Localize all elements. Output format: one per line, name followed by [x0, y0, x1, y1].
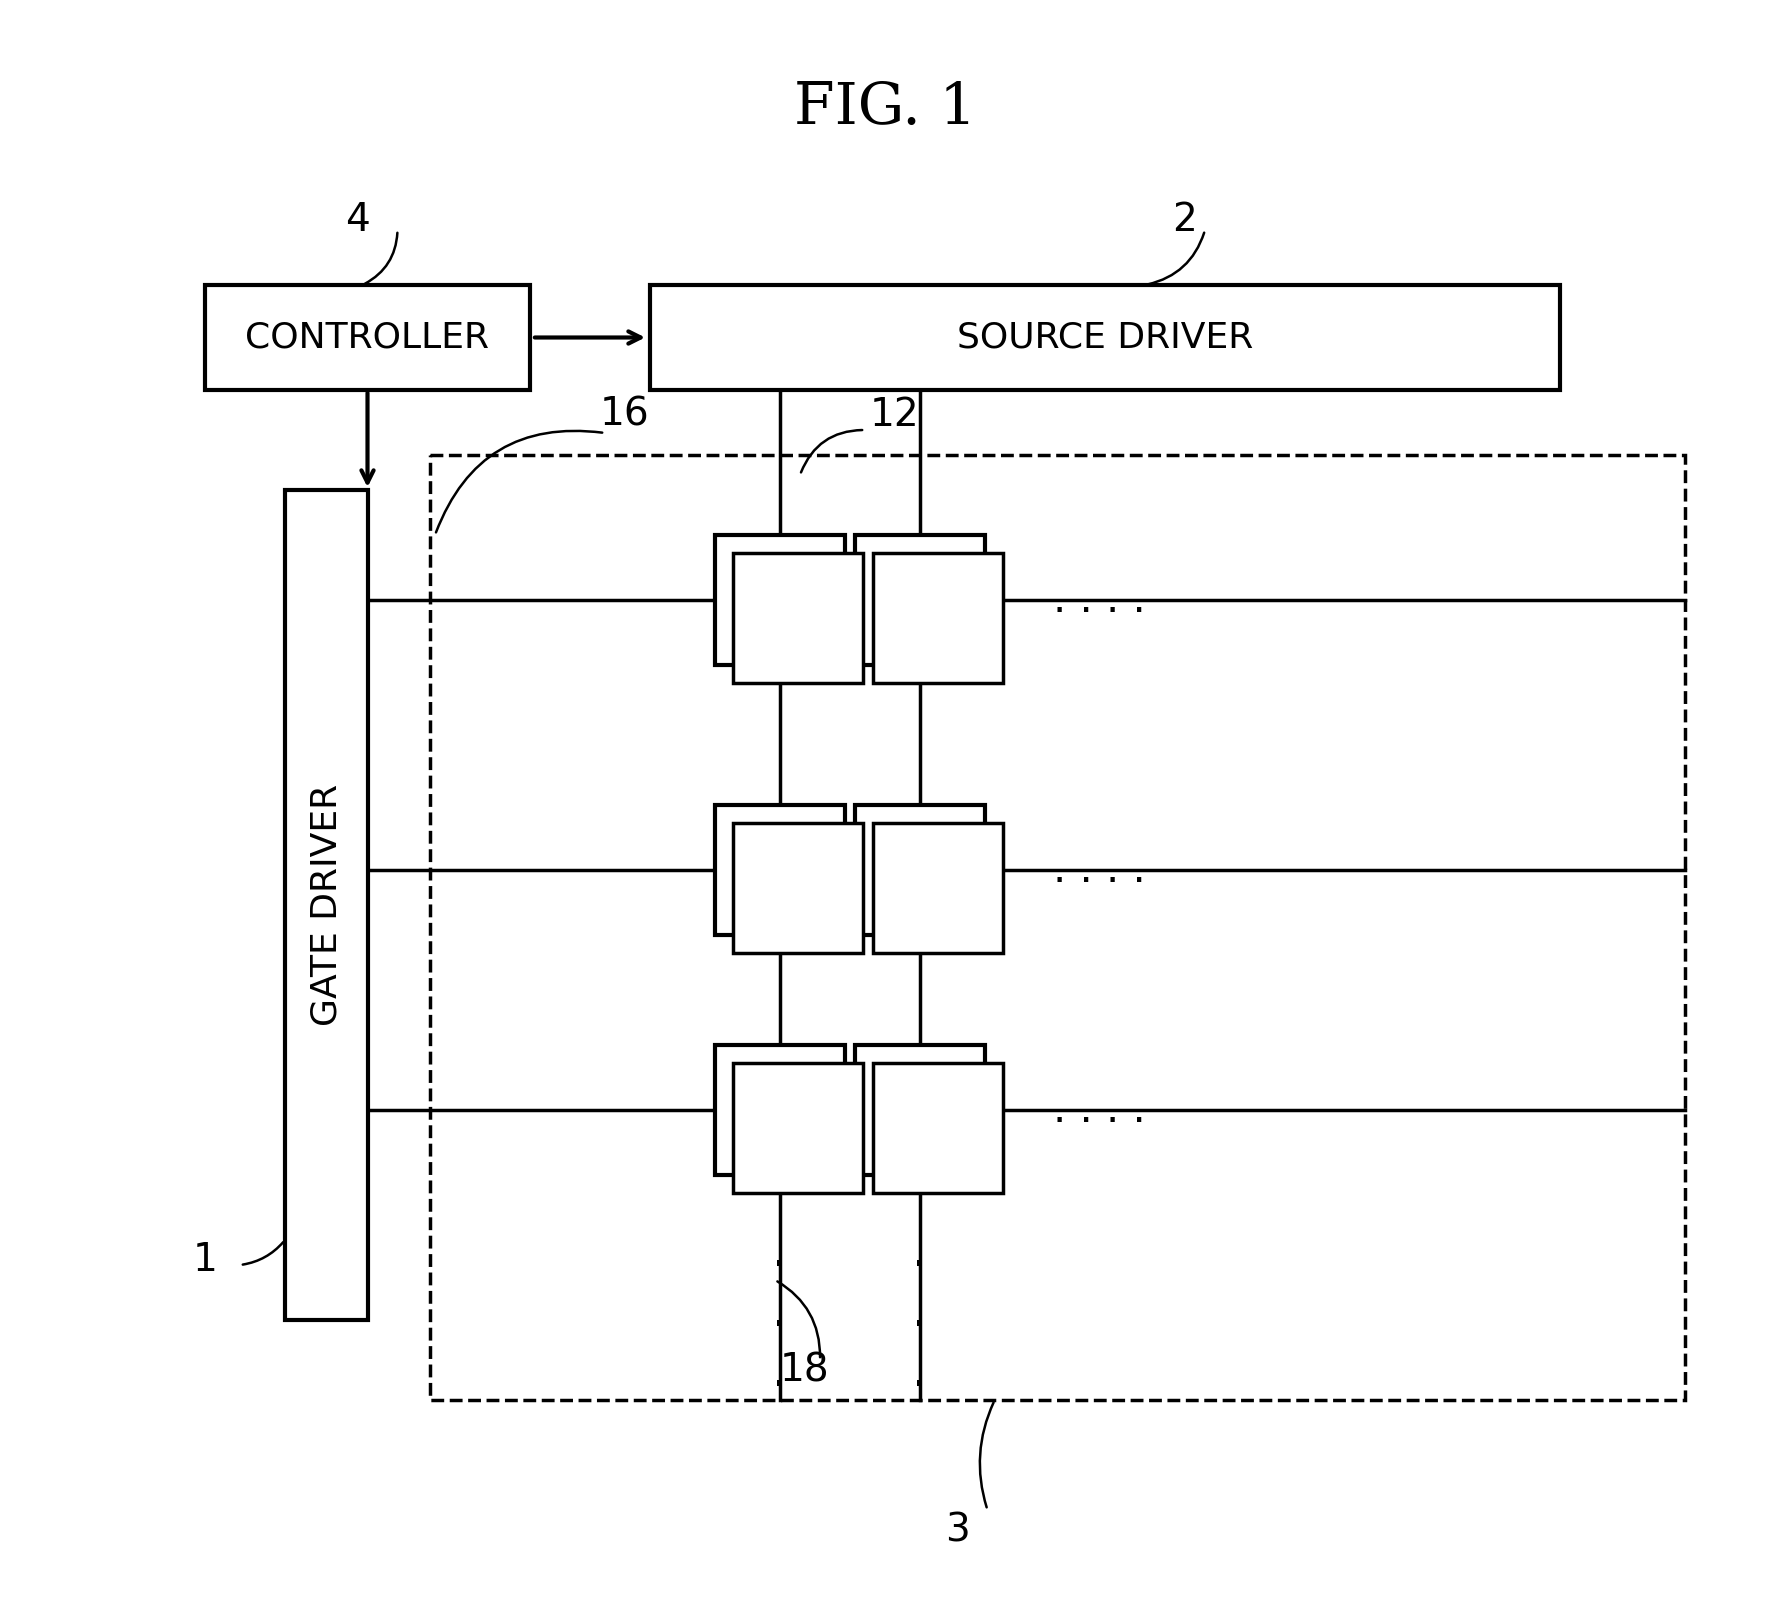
Text: SOURCE DRIVER: SOURCE DRIVER [956, 321, 1254, 354]
Bar [285, 490, 368, 1319]
Bar [855, 1046, 985, 1174]
Bar [873, 823, 1002, 954]
Text: .: . [772, 1290, 788, 1336]
Text: 12: 12 [870, 396, 919, 433]
Bar [855, 806, 985, 934]
Text: .: . [772, 1231, 788, 1276]
Text: 4: 4 [345, 201, 370, 238]
Bar [205, 285, 530, 390]
Text: 2: 2 [1172, 201, 1197, 238]
Text: .: . [912, 1350, 928, 1395]
Text: FIG. 1: FIG. 1 [795, 81, 976, 135]
Text: . . . .: . . . . [1054, 578, 1146, 620]
Text: 18: 18 [779, 1352, 829, 1389]
Bar [873, 1063, 1002, 1194]
Text: CONTROLLER: CONTROLLER [246, 321, 489, 354]
Text: GATE DRIVER: GATE DRIVER [310, 785, 344, 1026]
Bar [650, 285, 1560, 390]
Bar [733, 823, 862, 954]
Text: .: . [772, 1350, 788, 1395]
Text: .: . [912, 1231, 928, 1276]
Bar [715, 806, 845, 934]
Bar [715, 535, 845, 665]
Bar [873, 553, 1002, 683]
Text: 3: 3 [946, 1511, 971, 1550]
Text: . . . .: . . . . [1054, 849, 1146, 891]
Text: 1: 1 [193, 1240, 218, 1279]
Text: 16: 16 [600, 396, 650, 433]
Text: . . . .: . . . . [1054, 1089, 1146, 1131]
Bar [715, 1046, 845, 1174]
Bar [855, 535, 985, 665]
Text: .: . [912, 1290, 928, 1336]
Bar [733, 553, 862, 683]
Bar [430, 454, 1684, 1400]
Bar [733, 1063, 862, 1194]
